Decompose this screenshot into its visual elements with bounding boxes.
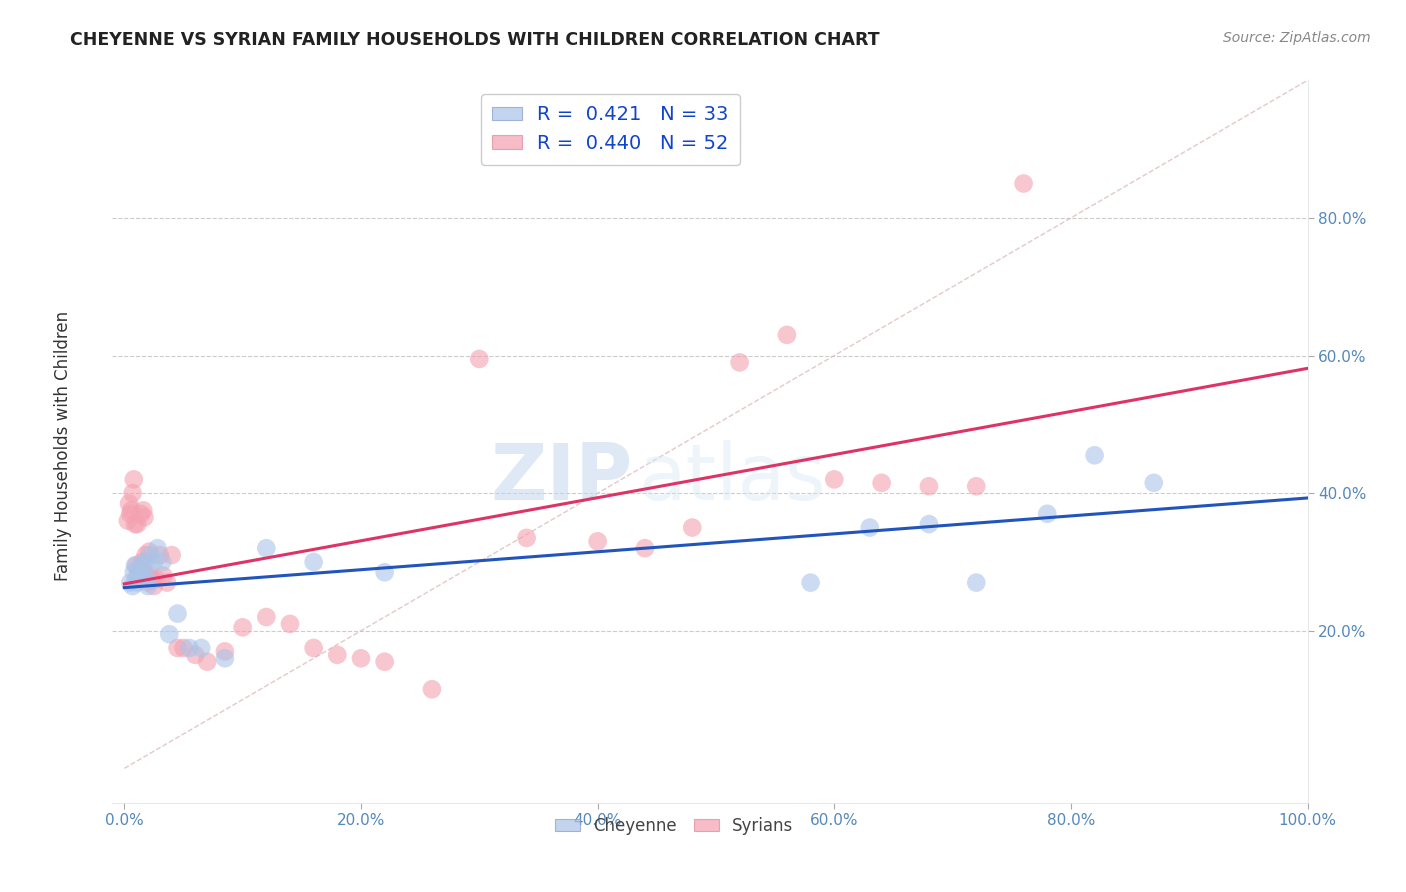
Point [870, 475, 893, 490]
Point [132, 558, 155, 573]
Point [214, 651, 236, 665]
Point [135, 555, 157, 569]
Point [156, 575, 179, 590]
Point [302, 555, 325, 569]
Point [179, 640, 201, 655]
Text: ZIP: ZIP [491, 440, 633, 516]
Point [122, 472, 145, 486]
Point [374, 655, 396, 669]
Point [132, 503, 155, 517]
Text: atlas: atlas [638, 440, 825, 516]
Point [129, 568, 152, 582]
Point [823, 472, 845, 486]
Legend: Cheyenne, Syrians: Cheyenne, Syrians [548, 810, 800, 841]
Point [195, 655, 218, 669]
Point [128, 572, 150, 586]
Point [1012, 177, 1035, 191]
Point [166, 640, 188, 655]
Point [214, 644, 236, 658]
Point [965, 479, 987, 493]
Point [129, 507, 152, 521]
Point [149, 548, 172, 562]
Point [131, 568, 153, 582]
Point [152, 568, 174, 582]
Point [150, 555, 173, 569]
Point [127, 517, 149, 532]
Text: Family Households with Children: Family Households with Children [55, 311, 72, 581]
Point [232, 620, 254, 634]
Point [800, 575, 823, 590]
Point [728, 355, 751, 369]
Point [918, 517, 941, 532]
Point [302, 640, 325, 655]
Point [634, 541, 657, 556]
Point [127, 575, 149, 590]
Point [124, 517, 146, 532]
Point [128, 562, 150, 576]
Point [122, 566, 145, 580]
Point [125, 572, 148, 586]
Point [135, 568, 157, 582]
Point [131, 555, 153, 569]
Point [120, 503, 142, 517]
Point [157, 627, 180, 641]
Point [516, 531, 538, 545]
Point [350, 651, 373, 665]
Point [374, 566, 396, 580]
Point [965, 575, 987, 590]
Point [120, 507, 142, 521]
Point [134, 510, 156, 524]
Point [326, 648, 349, 662]
Point [139, 548, 162, 562]
Point [139, 568, 162, 582]
Point [918, 479, 941, 493]
Point [145, 572, 167, 586]
Point [142, 579, 165, 593]
Point [681, 520, 703, 534]
Point [141, 572, 163, 586]
Point [1143, 475, 1166, 490]
Point [468, 351, 491, 366]
Point [859, 520, 882, 534]
Point [776, 327, 799, 342]
Point [278, 616, 301, 631]
Point [1084, 448, 1107, 462]
Point [172, 640, 194, 655]
Point [121, 486, 143, 500]
Point [118, 496, 141, 510]
Point [160, 548, 183, 562]
Point [420, 682, 443, 697]
Point [166, 607, 188, 621]
Point [142, 555, 165, 569]
Point [136, 575, 159, 590]
Text: Source: ZipAtlas.com: Source: ZipAtlas.com [1223, 31, 1371, 45]
Point [135, 572, 157, 586]
Text: CHEYENNE VS SYRIAN FAMILY HOUSEHOLDS WITH CHILDREN CORRELATION CHART: CHEYENNE VS SYRIAN FAMILY HOUSEHOLDS WIT… [70, 31, 880, 49]
Point [136, 579, 159, 593]
Point [254, 541, 277, 556]
Point [125, 558, 148, 573]
Point [586, 534, 609, 549]
Point [121, 579, 143, 593]
Point [184, 648, 207, 662]
Point [254, 610, 277, 624]
Point [138, 544, 160, 558]
Point [117, 514, 139, 528]
Point [190, 640, 212, 655]
Point [128, 562, 150, 576]
Point [128, 568, 150, 582]
Point [135, 548, 157, 562]
Point [1036, 507, 1059, 521]
Point [124, 558, 146, 573]
Point [120, 575, 142, 590]
Point [146, 541, 169, 556]
